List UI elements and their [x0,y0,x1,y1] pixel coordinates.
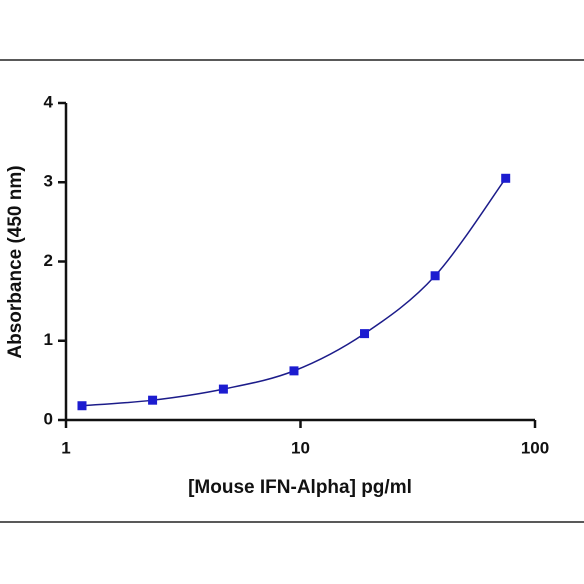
y-tick-label: 4 [44,92,54,111]
x-tick-label: 10 [291,438,310,457]
y-axis-title: Absorbance (450 nm) [5,165,26,358]
data-point [360,329,370,339]
y-tick-label: 0 [44,409,53,428]
data-point [289,366,299,376]
data-point [430,271,440,281]
data-point [218,384,228,394]
y-tick-label: 3 [44,172,53,191]
data-point [148,395,158,405]
x-tick-label: 1 [61,438,70,457]
data-point [501,173,511,183]
y-tick-label: 2 [44,251,53,270]
data-point [77,401,87,411]
x-tick-label: 100 [521,438,549,457]
y-tick-label: 1 [44,330,53,349]
x-axis-title: [Mouse IFN-Alpha] pg/ml [188,477,412,498]
